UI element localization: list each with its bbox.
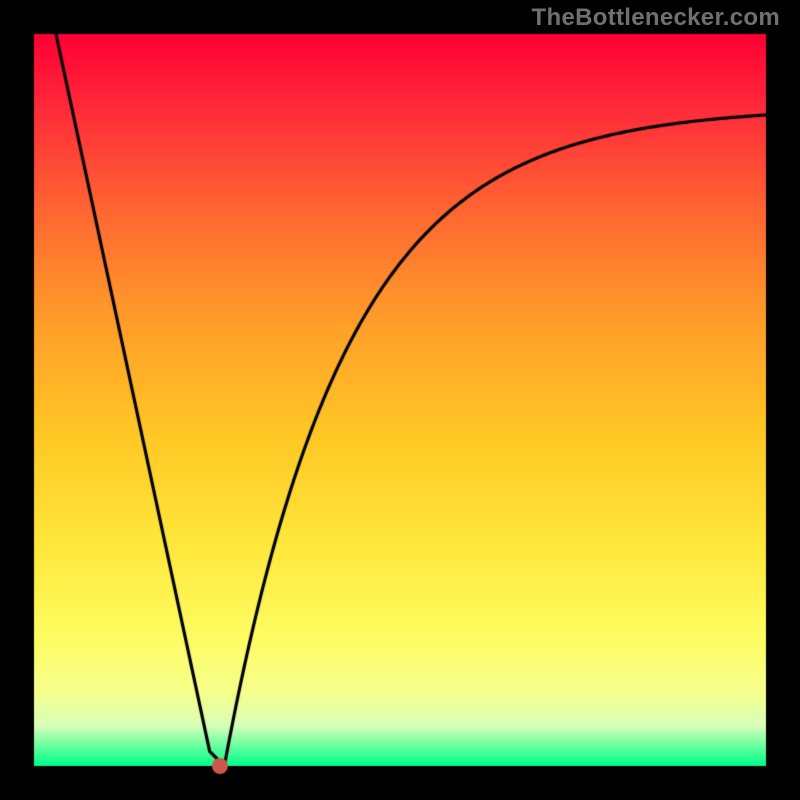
watermark-text: TheBottlenecker.com (532, 4, 780, 32)
bottleneck-chart-canvas (0, 0, 800, 800)
chart-root: TheBottlenecker.com (0, 0, 800, 800)
